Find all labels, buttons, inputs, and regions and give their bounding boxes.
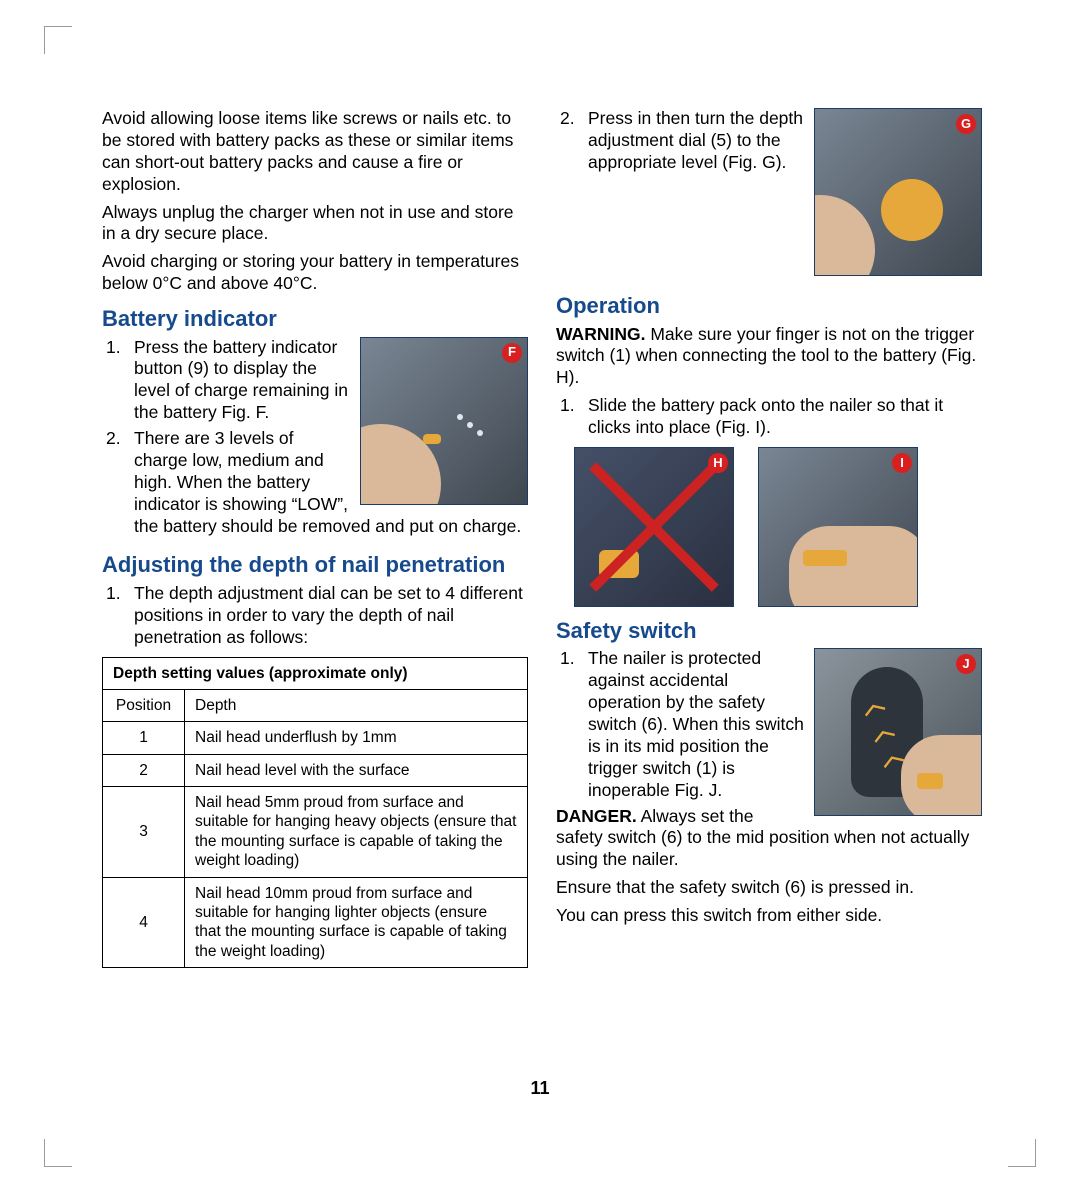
figure-i-label: I [892,453,912,473]
intro-para-3: Avoid charging or storing your battery i… [102,251,528,295]
figure-h-label: H [708,453,728,473]
page-content: Avoid allowing loose items like screws o… [102,108,982,968]
operation-warning: WARNING. Make sure your finger is not on… [556,324,982,390]
figure-h: H [574,447,734,607]
left-column: Avoid allowing loose items like screws o… [102,108,528,968]
depth-list-2: 2.Press in then turn the depth adjustmen… [556,108,982,174]
safety-item-1: 1.The nailer is protected against accide… [574,648,982,801]
depth-table: Depth setting values (approximate only) … [102,657,528,969]
page-number: 11 [0,1077,1080,1100]
depth-item-1: 1.The depth adjustment dial can be set t… [120,583,528,649]
battery-list: 1.Press the battery indicator button (9)… [102,337,528,538]
table-row: 4Nail head 10mm proud from surface and s… [103,877,528,968]
table-row: 2Nail head level with the surface [103,754,528,786]
battery-heading: Battery indicator [102,305,528,333]
safety-list: 1.The nailer is protected against accide… [556,648,982,801]
table-row: 1Nail head underflush by 1mm [103,722,528,754]
battery-item-1: 1.Press the battery indicator button (9)… [120,337,528,425]
danger-label: DANGER. [556,806,637,826]
depth-col-position: Position [103,689,185,721]
warning-label: WARNING. [556,324,645,344]
intro-para-1: Avoid allowing loose items like screws o… [102,108,528,196]
operation-heading: Operation [556,292,982,320]
safety-heading: Safety switch [556,617,982,645]
depth-list: 1.The depth adjustment dial can be set t… [102,583,528,649]
battery-item-2: 2.There are 3 levels of charge low, medi… [120,428,528,537]
depth-table-caption: Depth setting values (approximate only) [103,657,528,689]
operation-item-1: 1.Slide the battery pack onto the nailer… [574,395,982,439]
depth-col-depth: Depth [185,689,528,721]
depth-item-2: 2.Press in then turn the depth adjustmen… [574,108,982,174]
right-column: G 2.Press in then turn the depth adjustm… [556,108,982,968]
intro-para-2: Always unplug the charger when not in us… [102,202,528,246]
operation-list: 1.Slide the battery pack onto the nailer… [556,395,982,439]
safety-para-4: You can press this switch from either si… [556,905,982,927]
safety-para-3: Ensure that the safety switch (6) is pre… [556,877,982,899]
depth-heading: Adjusting the depth of nail penetration [102,551,528,579]
figure-i: I [758,447,918,607]
table-row: 3Nail head 5mm proud from surface and su… [103,787,528,878]
